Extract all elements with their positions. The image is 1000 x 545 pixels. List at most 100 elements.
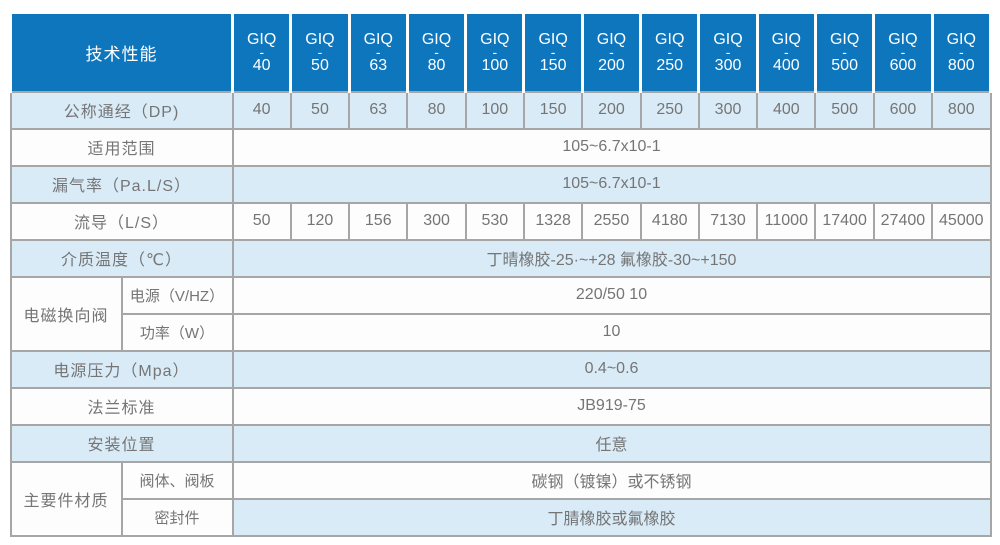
- row-conductance: 流导（L/S） 50 120 156 300 530 1328 2550 418…: [9, 201, 992, 241]
- dn-value: 250: [639, 90, 700, 130]
- conductance-value: 50: [231, 201, 292, 241]
- model-size: 80: [427, 56, 446, 74]
- conductance-value: 45000: [931, 201, 992, 241]
- row-label: 安装位置: [9, 423, 234, 463]
- model-dash: -: [958, 43, 964, 60]
- dn-value: 800: [931, 90, 992, 130]
- row-flange-standard: 法兰标准 JB919-75: [9, 386, 992, 426]
- row-label: 公称通经（DP): [9, 90, 234, 130]
- row-solenoid-power: 功率（W） 10: [11, 312, 992, 352]
- row-install-position: 安装位置 任意: [9, 423, 992, 463]
- dn-value: 600: [872, 90, 934, 130]
- technical-spec-table: 技术性能 GIQ - 40 GIQ - 50 GIQ - 63 GIQ - 80…: [9, 11, 993, 537]
- row-material-body-plate: 主要件材质 阀体、阀板 碳钢（镀镍）或不锈钢: [9, 460, 992, 537]
- model-header-giq-40: GIQ - 40: [230, 11, 293, 93]
- model-header-giq-800: GIQ - 800: [930, 11, 993, 93]
- install-value: 任意: [231, 423, 992, 463]
- body-plate-value: 碳钢（镀镍）或不锈钢: [231, 460, 992, 500]
- conductance-value: 11000: [756, 201, 817, 241]
- header-row: 技术性能 GIQ - 40 GIQ - 50 GIQ - 63 GIQ - 80…: [9, 11, 993, 93]
- model-dash: -: [609, 43, 614, 60]
- model-dash: -: [492, 43, 498, 60]
- model-dash: -: [783, 43, 789, 60]
- pressure-value: 0.4~0.6: [231, 349, 992, 389]
- model-header-giq-500: GIQ - 500: [813, 11, 876, 93]
- conductance-value: 530: [464, 201, 525, 241]
- dn-value: 400: [756, 90, 817, 130]
- model-series: GIQ: [713, 30, 743, 48]
- dn-value: 63: [348, 90, 409, 130]
- power-supply-value: 220/50 10: [231, 275, 992, 315]
- model-series: GIQ: [421, 30, 452, 48]
- model-series: GIQ: [363, 30, 393, 48]
- power-supply-label: 电源（V/HZ）: [120, 275, 234, 315]
- model-series: GIQ: [480, 30, 510, 48]
- temp-value: 丁晴橡胶-25·~+28 氟橡胶-30~+150: [231, 238, 992, 278]
- model-header-giq-400: GIQ - 400: [755, 11, 817, 93]
- conductance-value: 1328: [522, 201, 584, 241]
- model-dash: -: [259, 43, 264, 60]
- conductance-value: 17400: [814, 201, 875, 241]
- dn-value: 300: [697, 90, 759, 130]
- row-leak-rate: 漏气率（Pa.L/S） 105~6.7x10-1: [9, 164, 992, 204]
- dn-value: 100: [464, 90, 525, 130]
- seal-value: 丁腈橡胶或氟橡胶: [231, 497, 992, 537]
- dn-value: 80: [406, 90, 467, 130]
- materials-group-label: 主要件材质: [9, 460, 123, 537]
- model-dash: -: [900, 43, 906, 60]
- conductance-value: 300: [406, 201, 467, 241]
- range-value: 105~6.7x10-1: [231, 127, 992, 167]
- corner-header: 技术性能: [9, 11, 234, 93]
- model-header-giq-100: GIQ - 100: [464, 11, 526, 93]
- conductance-value: 156: [348, 201, 409, 241]
- conductance-value: 27400: [872, 201, 934, 241]
- row-material-seal: 密封件 丁腈橡胶或氟橡胶: [11, 497, 992, 537]
- model-dash: -: [375, 43, 381, 60]
- model-size: 150: [539, 56, 567, 74]
- model-header-giq-80: GIQ - 80: [405, 11, 468, 93]
- model-size: 200: [598, 56, 625, 74]
- model-header-giq-250: GIQ - 250: [639, 11, 701, 93]
- model-header-giq-50: GIQ - 50: [289, 11, 351, 93]
- model-dash: -: [550, 43, 556, 60]
- row-label: 介质温度（℃）: [9, 238, 234, 278]
- dn-value: 50: [289, 90, 351, 130]
- body-plate-label: 阀体、阀板: [120, 460, 234, 500]
- conductance-value: 7130: [697, 201, 759, 241]
- solenoid-group-label: 电磁换向阀: [9, 275, 123, 352]
- leak-value: 105~6.7x10-1: [231, 164, 992, 204]
- model-header-giq-200: GIQ - 200: [580, 11, 643, 93]
- model-header-giq-150: GIQ - 150: [522, 11, 584, 93]
- model-series: GIQ: [246, 30, 277, 48]
- power-label: 功率（W）: [120, 312, 234, 352]
- model-size: 100: [481, 56, 509, 74]
- model-size: 500: [831, 56, 858, 74]
- model-size: 400: [772, 56, 800, 74]
- model-size: 250: [656, 56, 684, 74]
- conductance-value: 2550: [581, 201, 642, 241]
- model-size: 50: [311, 56, 329, 74]
- model-size: 40: [252, 56, 271, 74]
- model-header-giq-300: GIQ - 300: [697, 11, 759, 93]
- model-series: GIQ: [538, 30, 568, 48]
- model-size: 300: [714, 56, 742, 74]
- model-size: 600: [889, 56, 917, 74]
- model-dash: -: [434, 43, 439, 60]
- dn-value: 200: [581, 90, 642, 130]
- model-series: GIQ: [946, 30, 976, 48]
- spec-table-container: 技术性能 GIQ - 40 GIQ - 50 GIQ - 63 GIQ - 80…: [9, 11, 993, 537]
- row-nominal-diameter: 公称通经（DP) 40 50 63 80 100 150 200 250 300…: [9, 90, 992, 130]
- row-application-range: 适用范围 105~6.7x10-1: [9, 127, 992, 167]
- row-medium-temperature: 介质温度（℃） 丁晴橡胶-25·~+28 氟橡胶-30~+150: [9, 238, 992, 278]
- model-series: GIQ: [305, 30, 335, 48]
- row-solenoid-power-supply: 电磁换向阀 电源（V/HZ） 220/50 10: [9, 275, 992, 352]
- dn-value: 40: [231, 90, 292, 130]
- row-label: 法兰标准: [9, 386, 234, 426]
- seal-label: 密封件: [120, 497, 234, 537]
- model-size: 63: [369, 56, 388, 74]
- row-label: 漏气率（Pa.L/S）: [9, 164, 234, 204]
- row-label: 流导（L/S）: [9, 201, 234, 241]
- flange-value: JB919-75: [231, 386, 992, 426]
- dn-value: 500: [814, 90, 875, 130]
- conductance-value: 120: [289, 201, 351, 241]
